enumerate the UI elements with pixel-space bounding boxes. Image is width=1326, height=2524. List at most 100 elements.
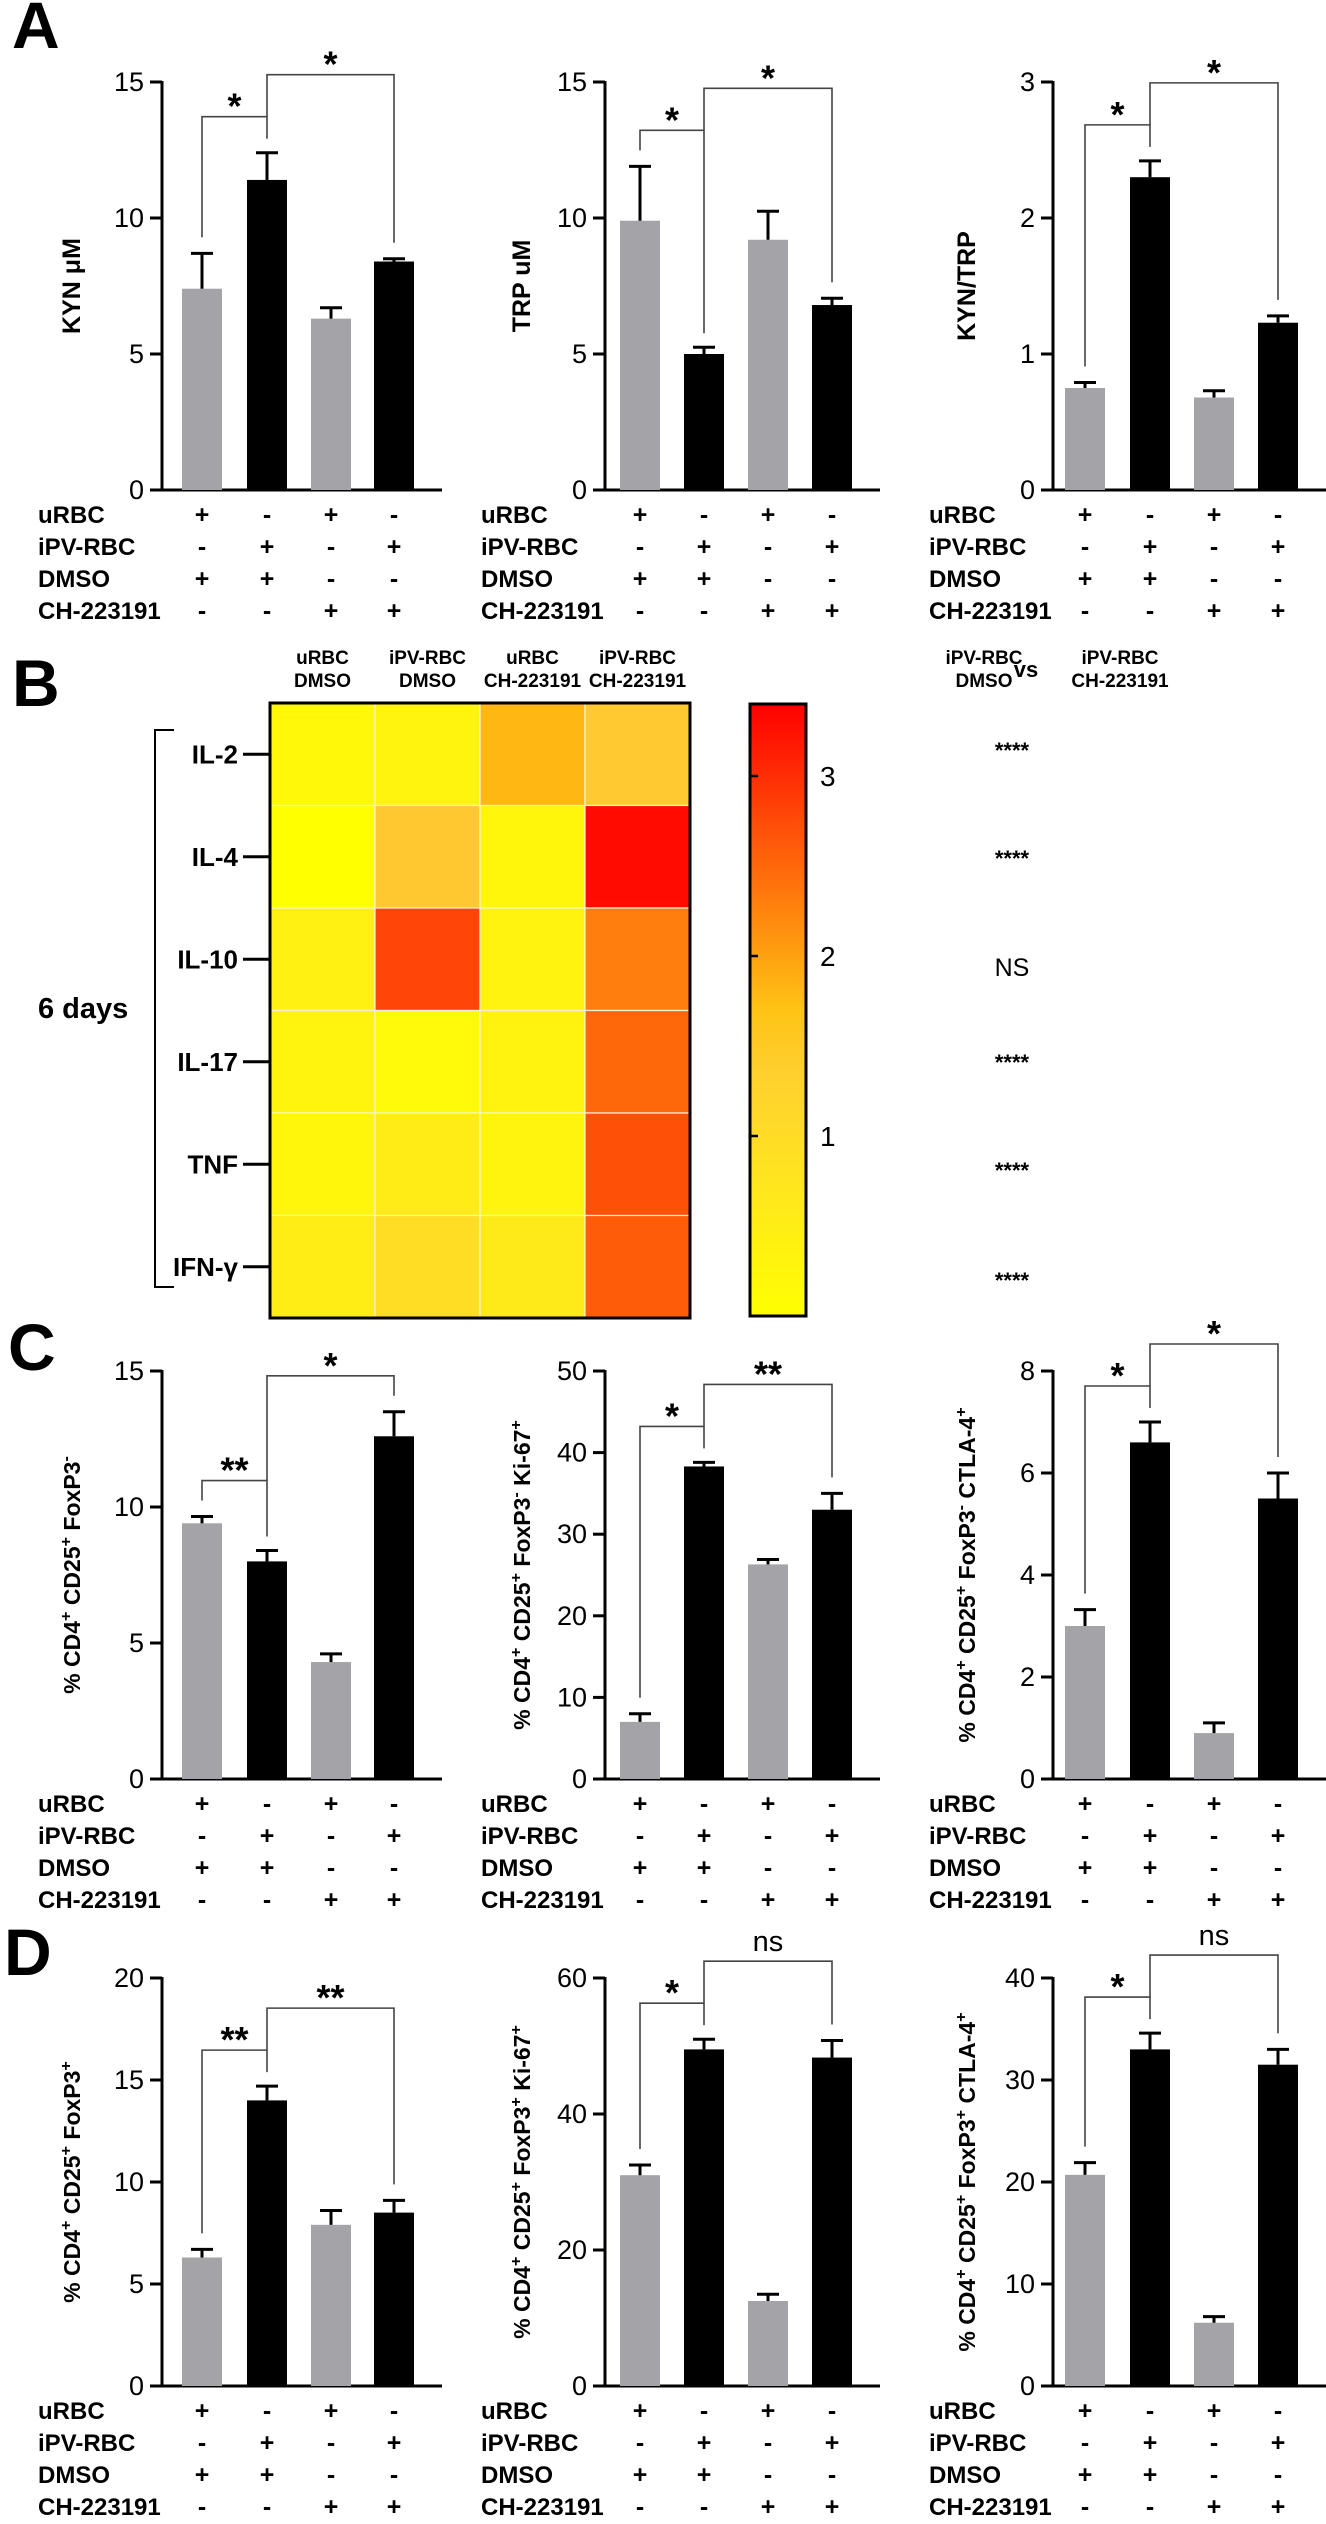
condition-label: uRBC <box>481 2398 548 2425</box>
y-axis-title: % CD4+ CD25+ FoxP3- CTLA-4+ <box>952 1407 980 1742</box>
condition-sign: + <box>1271 597 1286 625</box>
condition-sign: - <box>1210 533 1218 561</box>
significance-mark: NS <box>995 954 1030 982</box>
ylabel-sup: + <box>952 2012 970 2021</box>
condition-sign: - <box>1274 1790 1282 1818</box>
significance-bracket <box>703 87 833 283</box>
condition-sign: + <box>1143 1854 1158 1882</box>
heatmap-cell-il-17-4 <box>584 1009 691 1114</box>
ylabel-sup: + <box>507 1648 525 1657</box>
heatmap-cell-il-2-1 <box>269 702 376 807</box>
ylabel-part: Ki-67 <box>509 2035 535 2098</box>
condition-label: uRBC <box>38 2398 105 2425</box>
significance-bracket <box>201 2049 268 2234</box>
condition-sign: + <box>1143 2429 1158 2457</box>
condition-sign: - <box>636 1886 644 1914</box>
condition-sign: - <box>1210 2429 1218 2457</box>
heatmap-cell-ifn--1 <box>269 1214 376 1319</box>
y-tick-label: 30 <box>1005 2065 1035 2095</box>
condition-label: DMSO <box>38 566 110 593</box>
condition-sign: - <box>764 2429 772 2457</box>
condition-sign: - <box>700 1790 708 1818</box>
condition-sign: - <box>764 2461 772 2489</box>
significance-label: * <box>761 57 775 98</box>
ylabel-part: FoxP3 <box>509 2107 535 2182</box>
condition-sign: - <box>1274 1854 1282 1882</box>
condition-sign: - <box>263 2397 271 2425</box>
heatmap-cell-il-2-4 <box>584 702 691 807</box>
color-scale-bar <box>748 702 808 1318</box>
condition-sign: + <box>195 1790 210 1818</box>
condition-sign: + <box>697 2429 712 2457</box>
condition-sign: - <box>198 1822 206 1850</box>
bar-ipv-rbc-dmso <box>247 1561 287 1779</box>
bar-ipv-rbc-dmso <box>684 1466 724 1779</box>
ylabel-part: CD25 <box>954 2204 980 2269</box>
significance-label: ns <box>753 1926 784 1958</box>
significance-label: * <box>1207 1313 1221 1354</box>
ylabel-sup: + <box>952 1660 970 1669</box>
heatmap-group-bracket <box>154 729 174 1288</box>
condition-sign: + <box>387 1822 402 1850</box>
heatmap-column-header: iPV-RBC <box>599 648 676 669</box>
y-tick-label: 15 <box>114 2065 144 2095</box>
condition-sign: + <box>761 1790 776 1818</box>
condition-label: uRBC <box>38 1791 105 1818</box>
significance-bracket <box>639 129 705 334</box>
y-tick-label: 2 <box>1020 203 1035 233</box>
condition-sign: + <box>697 533 712 561</box>
bar-urbc-dmso <box>1065 1626 1105 1779</box>
heatmap-cell-il-10-3 <box>479 907 586 1012</box>
bar-urbc-ch-223191 <box>311 1662 351 1779</box>
condition-sign: - <box>327 1822 335 1850</box>
ylabel-part: % CD4 <box>954 2279 980 2352</box>
y-tick-label: 3 <box>1020 67 1035 97</box>
y-tick-label: 10 <box>114 1492 144 1522</box>
condition-sign: + <box>761 1886 776 1914</box>
y-tick-label: 0 <box>129 475 144 505</box>
ylabel-part: FoxP3 <box>59 1462 85 1537</box>
bar-urbc-dmso <box>620 220 660 490</box>
condition-sign: + <box>387 2493 402 2521</box>
color-scale-tick-label: 2 <box>820 941 836 972</box>
bar-urbc-ch-223191 <box>1194 397 1234 490</box>
bar-ipv-rbc-ch-223191 <box>1258 1498 1298 1779</box>
y-axis-title: % CD4+ CD25+ FoxP3- Ki-67+ <box>507 1420 535 1730</box>
condition-label: iPV-RBC <box>481 534 578 561</box>
y-tick-label: 4 <box>1020 1560 1035 1590</box>
significance-label: ** <box>220 2019 248 2060</box>
condition-sign: + <box>1143 533 1158 561</box>
condition-sign: + <box>1207 2397 1222 2425</box>
significance-label: ** <box>754 1353 782 1394</box>
significance-mark: **** <box>995 1268 1030 1293</box>
significance-label: ns <box>1199 1920 1230 1952</box>
heatmap-column-header: iPV-RBC <box>389 648 466 669</box>
heatmap-cell-il-10-4 <box>584 907 691 1012</box>
ylabel-part: CTLA-4 <box>954 1417 980 1505</box>
condition-sign: - <box>1081 533 1089 561</box>
condition-sign: + <box>324 2493 339 2521</box>
condition-sign: + <box>761 597 776 625</box>
condition-sign: - <box>327 533 335 561</box>
panel-label-d: D <box>4 1915 52 1989</box>
y-tick-label: 6 <box>1020 1458 1035 1488</box>
bar-ipv-rbc-dmso <box>1130 1442 1170 1779</box>
bar-ipv-rbc-ch-223191 <box>812 305 852 490</box>
ylabel-part: % CD4 <box>954 1670 980 1743</box>
y-tick-label: 40 <box>1005 1963 1035 1993</box>
color-scale-tick-label: 3 <box>820 761 836 792</box>
condition-label: CH-223191 <box>481 2494 604 2521</box>
condition-sign: - <box>700 2493 708 2521</box>
comparison-left: iPV-RBC <box>945 648 1022 669</box>
condition-sign: - <box>263 1886 271 1914</box>
significance-label: * <box>665 1972 679 2013</box>
condition-label: DMSO <box>929 2462 1001 2489</box>
bar-urbc-dmso <box>182 2257 222 2386</box>
y-tick-label: 5 <box>129 2269 144 2299</box>
condition-sign: - <box>700 597 708 625</box>
y-tick-label: 30 <box>557 1519 587 1549</box>
condition-sign: + <box>195 1854 210 1882</box>
ylabel-sup: + <box>57 2146 75 2155</box>
condition-label: iPV-RBC <box>481 1823 578 1850</box>
